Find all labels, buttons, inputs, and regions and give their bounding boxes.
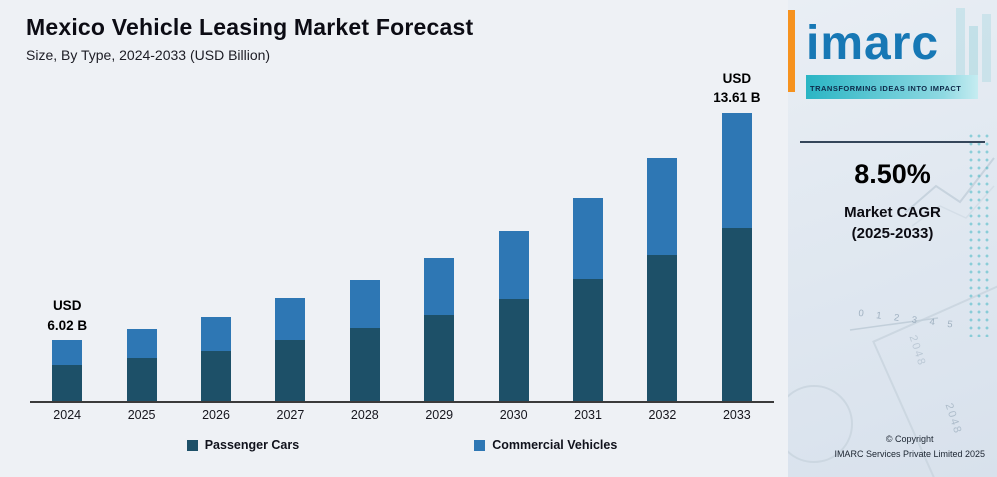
legend-swatch-passenger-cars	[186, 439, 198, 451]
legend: Passenger Cars Commercial Vehicles	[26, 438, 778, 452]
bar-column-2026	[179, 73, 253, 401]
stacked-bar-2030	[498, 230, 529, 401]
page-title: Mexico Vehicle Leasing Market Forecast	[26, 14, 474, 40]
copyright-line1: © Copyright	[885, 434, 934, 445]
x-axis-label-2030: 2030	[499, 408, 528, 422]
x-axis-label-2024: 2024	[53, 408, 82, 422]
stacked-bar-2027	[275, 298, 306, 401]
legend-item-commercial-vehicles: Commercial Vehicles	[474, 438, 617, 452]
stacked-bar-2028	[349, 279, 380, 401]
segment-commercial-vehicles	[349, 279, 380, 329]
segment-passenger-cars	[573, 278, 604, 401]
segment-passenger-cars	[201, 350, 232, 401]
x-axis-labels: 2024 2025 2026 2027 2028 2029 2030 2031 2032 2033	[30, 408, 774, 422]
segment-passenger-cars	[424, 315, 455, 401]
copyright: © Copyright IMARC Services Private Limit…	[834, 432, 985, 461]
segment-passenger-cars	[721, 227, 752, 401]
x-axis-label-2026: 2026	[202, 408, 230, 422]
value-annotation-line1: USD	[52, 298, 82, 314]
segment-commercial-vehicles	[424, 258, 455, 316]
x-axis-label-2027: 2027	[276, 408, 305, 422]
cagr-label-line2: (2025-2033)	[851, 225, 934, 242]
segment-passenger-cars	[647, 254, 678, 401]
stacked-bar-2026	[201, 317, 232, 401]
sidebar: 2048 2048 0 1 2 3 4 5 imarc TRANSFORMING…	[788, 0, 997, 477]
stacked-bar-2029	[424, 258, 455, 401]
bar-column-2028	[328, 73, 402, 401]
bar-column-2027	[253, 73, 327, 401]
imarc-logo: imarc TRANSFORMING IDEAS INTO IMPACT	[788, 0, 997, 99]
imarc-logo-text: imarc	[806, 17, 940, 70]
segment-passenger-cars	[126, 357, 157, 401]
cagr-card: 8.50% Market CAGR (2025-2033)	[800, 141, 985, 244]
value-annotation-line2: 13.61 B	[713, 90, 761, 106]
bar-column-2029	[402, 73, 476, 401]
x-axis-label-2032: 2032	[648, 408, 677, 422]
bar-column-2031	[551, 73, 625, 401]
stacked-bar-2032	[647, 157, 678, 401]
value-annotation-line1: USD	[722, 70, 752, 86]
stacked-bar-2025	[126, 328, 157, 401]
plot-area: USD 6.02 B USD 13.61 B	[30, 71, 774, 403]
copyright-line2: IMARC Services Private Limited 2025	[834, 448, 985, 459]
segment-commercial-vehicles	[52, 340, 83, 365]
value-annotation-line2: 6.02 B	[47, 317, 88, 333]
cagr-label-line1: Market CAGR	[844, 204, 941, 221]
x-axis-label-2031: 2031	[574, 408, 602, 422]
bar-column-2024: USD 6.02 B	[30, 73, 104, 401]
segment-commercial-vehicles	[201, 317, 232, 351]
stacked-bar-2024	[52, 340, 83, 401]
segment-commercial-vehicles	[275, 298, 306, 340]
segment-passenger-cars	[52, 364, 83, 401]
segment-commercial-vehicles	[126, 328, 157, 358]
legend-label-commercial-vehicles: Commercial Vehicles	[492, 438, 618, 452]
x-axis-label-2029: 2029	[425, 408, 454, 422]
value-annotation-2024: USD 6.02 B	[47, 296, 87, 335]
cagr-value: 8.50%	[854, 159, 931, 189]
bar-column-2025	[104, 73, 178, 401]
legend-label-passenger-cars: Passenger Cars	[204, 438, 300, 452]
x-axis-label-2025: 2025	[127, 408, 156, 422]
segment-passenger-cars	[275, 339, 306, 401]
stacked-bar-2031	[573, 197, 604, 401]
bar-column-2032	[625, 73, 699, 401]
stacked-bar-2033	[721, 112, 752, 401]
segment-commercial-vehicles	[647, 157, 678, 255]
brand-accent-bar	[788, 10, 795, 92]
segment-commercial-vehicles	[573, 197, 604, 279]
segment-commercial-vehicles	[721, 112, 752, 228]
x-axis-label-2028: 2028	[350, 408, 379, 422]
tagline-bar: TRANSFORMING IDEAS INTO IMPACT	[806, 75, 978, 99]
segment-passenger-cars	[349, 328, 380, 401]
bar-column-2030	[476, 73, 550, 401]
bar-column-2033: USD 13.61 B	[700, 71, 774, 401]
chart-panel: Mexico Vehicle Leasing Market Forecast S…	[26, 14, 778, 452]
x-axis-label-2033: 2033	[722, 408, 751, 422]
segment-commercial-vehicles	[498, 230, 529, 299]
cagr-label: Market CAGR (2025-2033)	[800, 202, 985, 244]
page-subtitle: Size, By Type, 2024-2033 (USD Billion)	[26, 47, 271, 63]
tagline-text: TRANSFORMING IDEAS INTO IMPACT	[810, 84, 962, 93]
segment-passenger-cars	[498, 299, 529, 401]
legend-swatch-commercial-vehicles	[474, 439, 486, 451]
legend-item-passenger-cars: Passenger Cars	[186, 438, 300, 452]
value-annotation-2033: USD 13.61 B	[713, 69, 760, 108]
